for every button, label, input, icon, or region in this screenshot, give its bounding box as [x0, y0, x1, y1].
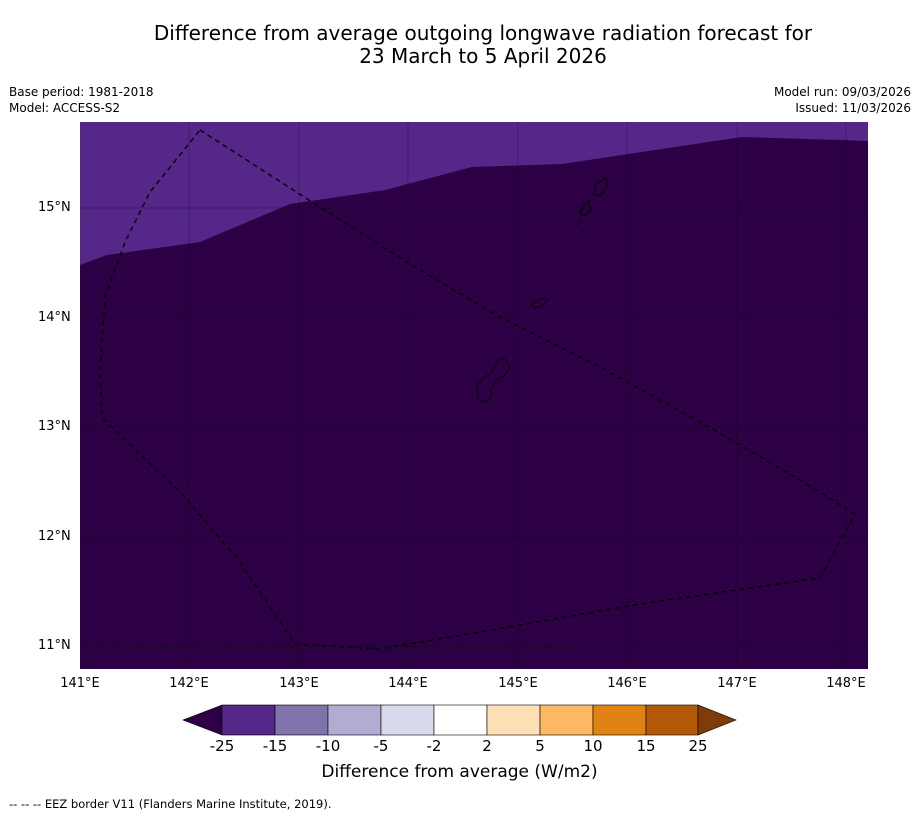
title-line-2: 23 March to 5 April 2026	[359, 44, 607, 68]
lat-label-15n: 15°N	[38, 200, 71, 215]
colorbar-segment	[539, 704, 594, 736]
eez-border	[99, 129, 856, 650]
island-guam	[476, 357, 511, 403]
island-saipan	[593, 177, 609, 197]
colorbar-segment	[221, 704, 276, 736]
issued-date: Issued: 11/03/2026	[795, 101, 911, 115]
anomaly-band-minus25-to-minus15	[80, 122, 868, 265]
lon-label-146e: 146°E	[607, 676, 647, 691]
colorbar-segment	[274, 704, 329, 736]
lon-label-141e: 141°E	[60, 676, 100, 691]
map-title: Difference from average outgoing longwav…	[60, 22, 906, 68]
colorbar-label: -25	[209, 737, 235, 755]
lat-label-12n: 12°N	[38, 529, 71, 544]
title-line-1: Difference from average outgoing longwav…	[153, 21, 813, 45]
colorbar-segment	[433, 704, 488, 736]
lon-label-142e: 142°E	[169, 676, 209, 691]
lon-label-144e: 144°E	[388, 676, 428, 691]
lat-label-11n: 11°N	[38, 638, 71, 653]
colorbar-label: 10	[583, 737, 603, 755]
lon-label-147e: 147°E	[717, 676, 757, 691]
lon-label-148e: 148°E	[826, 676, 866, 691]
colorbar-label: 2	[482, 737, 492, 755]
colorbar-extend-high	[697, 704, 737, 736]
model-name: Model: ACCESS-S2	[9, 101, 121, 115]
colorbar-segment	[327, 704, 382, 736]
colorbar-label: 5	[535, 737, 545, 755]
model-run: Model run: 09/03/2026	[773, 85, 911, 99]
colorbar-label: -10	[315, 737, 341, 755]
colorbar-label: -5	[373, 737, 389, 755]
island-rota	[531, 297, 549, 309]
base-period: Base period: 1981-2018	[9, 85, 154, 99]
meta-left: Base period: 1981-2018 Model: ACCESS-S2	[9, 84, 154, 116]
colorbar-segment	[486, 704, 541, 736]
colorbar-label: 15	[636, 737, 656, 755]
colorbar-extend-low	[182, 704, 223, 736]
lat-label-14n: 14°N	[38, 310, 71, 325]
colorbar-title: Difference from average (W/m2)	[321, 762, 598, 782]
colorbar-label: -2	[426, 737, 442, 755]
island-aguijan	[576, 219, 581, 227]
copyright-notice: © Commonwealth of Australia 2026, Bureau…	[94, 641, 579, 655]
colorbar-segment	[380, 704, 435, 736]
colorbar-segment	[592, 704, 647, 736]
meta-right: Model run: 09/03/2026 Issued: 11/03/2026	[774, 84, 911, 116]
island-tinian	[579, 198, 592, 217]
colorbar-label: -15	[262, 737, 288, 755]
colorbar	[182, 704, 737, 736]
footnote: -- -- -- EEZ border V11 (Flanders Marine…	[9, 797, 332, 811]
map-panel[interactable]	[80, 122, 868, 669]
colorbar-label: 25	[688, 737, 708, 755]
lon-label-145e: 145°E	[498, 676, 538, 691]
colorbar-segment	[645, 704, 699, 736]
map-svg	[80, 122, 868, 669]
graticule	[80, 122, 868, 669]
lat-label-13n: 13°N	[38, 419, 71, 434]
lon-label-143e: 143°E	[279, 676, 319, 691]
